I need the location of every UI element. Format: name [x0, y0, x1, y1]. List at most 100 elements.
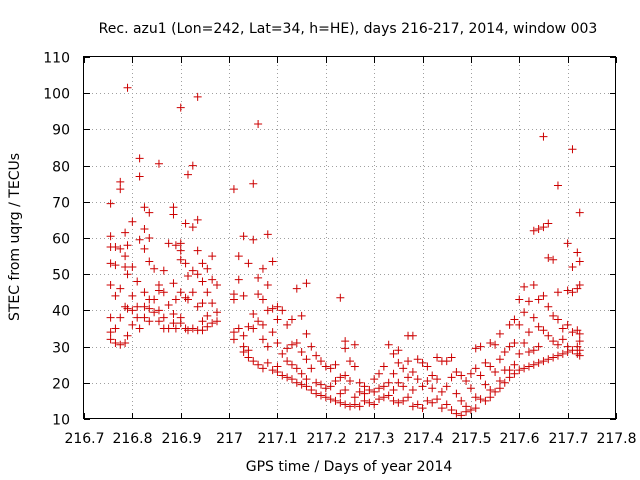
- data-point: [106, 281, 115, 290]
- data-point: [495, 329, 504, 338]
- data-point: [145, 317, 154, 326]
- data-point: [283, 344, 292, 353]
- data-point: [128, 262, 137, 271]
- data-point: [360, 382, 369, 391]
- data-point: [544, 331, 553, 340]
- data-point: [193, 302, 202, 311]
- data-point: [423, 376, 432, 385]
- data-point: [164, 300, 173, 309]
- data-point: [239, 331, 248, 340]
- data-point: [563, 286, 572, 295]
- data-point: [307, 386, 316, 395]
- data-point: [302, 355, 311, 364]
- data-point: [375, 384, 384, 393]
- y-axis-title: STEC from uqrg / TECUs: [7, 153, 23, 321]
- data-point: [370, 387, 379, 396]
- data-point: [258, 364, 267, 373]
- data-point: [106, 335, 115, 344]
- data-point: [258, 320, 267, 329]
- data-point: [346, 402, 354, 411]
- data-point: [198, 317, 207, 326]
- data-point: [563, 239, 572, 248]
- data-point: [145, 304, 154, 313]
- y-tick-label: 110: [43, 51, 70, 67]
- data-point: [123, 270, 132, 279]
- data-point: [169, 279, 178, 288]
- data-point: [505, 373, 514, 382]
- data-point: [307, 342, 316, 351]
- y-tick-label: 30: [52, 341, 70, 357]
- data-point: [447, 353, 456, 362]
- y-tick-label: 50: [52, 268, 70, 284]
- data-point: [292, 338, 301, 347]
- data-point: [481, 358, 490, 367]
- y-tick-label: 100: [43, 87, 70, 103]
- data-point: [307, 364, 316, 373]
- x-axis-tick-labels: 216.7 216.8 216.9 217 217.1 217.2 217.3 217.4 21…: [64, 431, 636, 447]
- data-point: [515, 320, 524, 329]
- data-point: [116, 340, 125, 349]
- data-point: [133, 313, 142, 322]
- data-point: [302, 382, 311, 391]
- data-point: [106, 259, 115, 268]
- data-point: [442, 400, 451, 409]
- data-point: [244, 346, 253, 355]
- data-point: [312, 378, 321, 387]
- data-point: [394, 378, 403, 387]
- data-point: [128, 320, 137, 329]
- data-point: [326, 395, 335, 404]
- data-point: [476, 342, 485, 351]
- data-point: [553, 288, 562, 297]
- data-point: [524, 348, 533, 357]
- data-point: [365, 398, 374, 407]
- data-point: [159, 266, 168, 275]
- data-point: [505, 342, 514, 351]
- y-tick-label: 40: [52, 304, 70, 320]
- data-points: [106, 83, 584, 420]
- data-point: [394, 398, 403, 407]
- data-point: [355, 387, 364, 396]
- data-point: [462, 407, 471, 416]
- data-point: [575, 351, 584, 360]
- data-point: [486, 338, 495, 347]
- data-point: [447, 373, 456, 382]
- data-point: [111, 291, 120, 300]
- data-point: [515, 366, 524, 375]
- data-point: [154, 286, 163, 295]
- data-point: [203, 322, 212, 331]
- data-point: [171, 295, 180, 304]
- data-point: [254, 360, 263, 369]
- data-point: [140, 302, 149, 311]
- data-point: [384, 340, 393, 349]
- data-point: [534, 342, 543, 351]
- data-point: [326, 364, 335, 373]
- data-point: [116, 185, 125, 194]
- data-point: [568, 145, 577, 154]
- data-point: [188, 288, 197, 297]
- data-point: [389, 369, 398, 378]
- data-point: [258, 264, 267, 273]
- data-point: [239, 348, 248, 357]
- data-point: [575, 337, 584, 346]
- data-point: [140, 313, 149, 322]
- x-tick-label: 217.7: [548, 431, 588, 447]
- x-axis-title: GPS time / Days of year 2014: [246, 459, 453, 475]
- data-point: [355, 402, 364, 411]
- data-point: [273, 367, 282, 376]
- data-point: [428, 371, 437, 380]
- data-point: [466, 384, 475, 393]
- data-point: [336, 373, 345, 382]
- data-point: [268, 328, 277, 337]
- data-point: [539, 326, 548, 335]
- data-point: [549, 255, 558, 264]
- data-point: [273, 338, 282, 347]
- data-point: [183, 326, 192, 335]
- data-point: [258, 335, 267, 344]
- y-axis-tick-labels: 10 20 30 40 50 60 70 80 90 100 110: [43, 51, 70, 429]
- data-point: [183, 272, 192, 281]
- data-point: [408, 386, 417, 395]
- data-point: [529, 313, 538, 322]
- data-point: [273, 302, 282, 311]
- data-point: [515, 349, 524, 358]
- data-point: [336, 389, 345, 398]
